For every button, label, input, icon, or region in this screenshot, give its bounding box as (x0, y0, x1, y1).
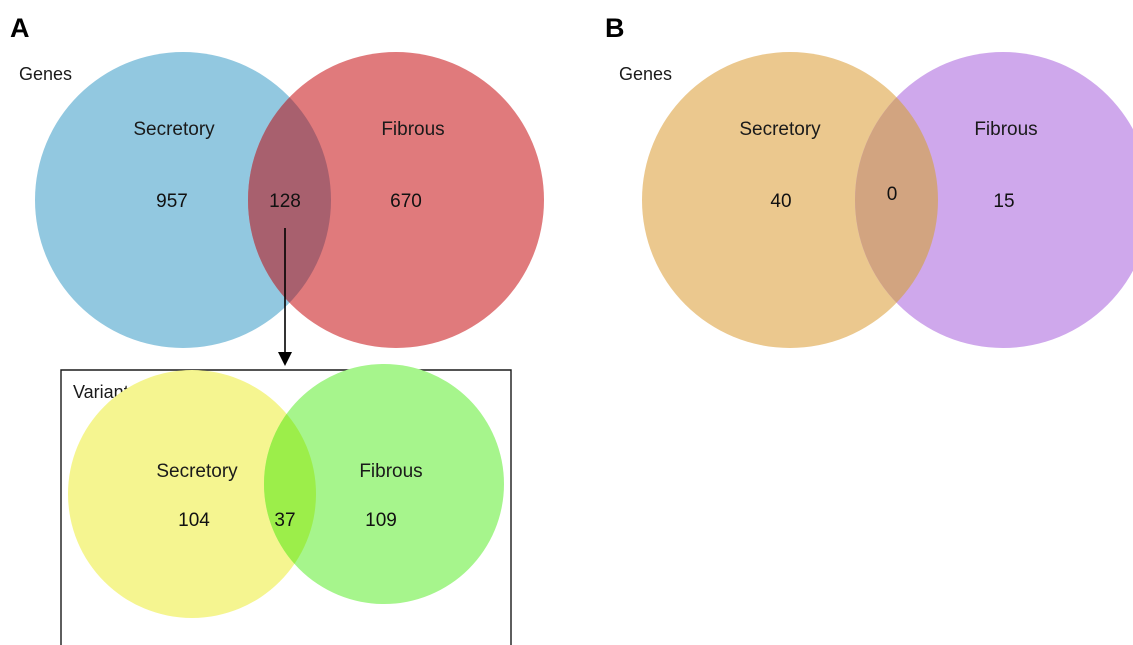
overlap-count-a: 128 (269, 191, 301, 212)
overlap-count-b: 0 (887, 184, 898, 205)
genes-title-b: Genes (619, 64, 672, 84)
overlap-count-variants: 37 (274, 510, 295, 531)
variants-box: Variants Secretory Fibrous 104 37 109 (60, 364, 512, 645)
panel-letter-a: A (10, 13, 30, 43)
secretory-count-b: 40 (770, 191, 791, 212)
fibrous-label-b: Fibrous (974, 119, 1037, 140)
fibrous-circle-a (248, 52, 544, 348)
secretory-count-variants: 104 (178, 510, 210, 531)
fibrous-count-a: 670 (390, 191, 422, 212)
secretory-label-b: Secretory (739, 119, 821, 140)
secretory-circle-variants (68, 370, 316, 618)
drilldown-arrow (278, 228, 292, 366)
panel-letter-b: B (605, 13, 625, 43)
fibrous-label-a: Fibrous (381, 119, 444, 140)
secretory-label-a: Secretory (133, 119, 215, 140)
variants-box-border (60, 369, 512, 645)
secretory-circle-a (35, 52, 331, 348)
fibrous-label-variants: Fibrous (359, 461, 422, 482)
panel-b: B Genes Secretory Fibrous 40 0 15 (605, 13, 1133, 348)
genes-venn-b: Genes Secretory Fibrous 40 0 15 (619, 52, 1133, 348)
secretory-count-a: 957 (156, 191, 188, 212)
fibrous-circle-variants (264, 364, 504, 604)
panel-a: A Genes Secretory Fibrous 957 128 670 Va… (10, 13, 544, 645)
fibrous-count-variants: 109 (365, 510, 397, 531)
secretory-circle-b (642, 52, 938, 348)
secretory-label-variants: Secretory (156, 461, 238, 482)
fibrous-count-b: 15 (993, 191, 1014, 212)
fibrous-circle-b (855, 52, 1133, 348)
genes-title-a: Genes (19, 64, 72, 84)
genes-venn-a: Genes Secretory Fibrous 957 128 670 (19, 52, 544, 348)
